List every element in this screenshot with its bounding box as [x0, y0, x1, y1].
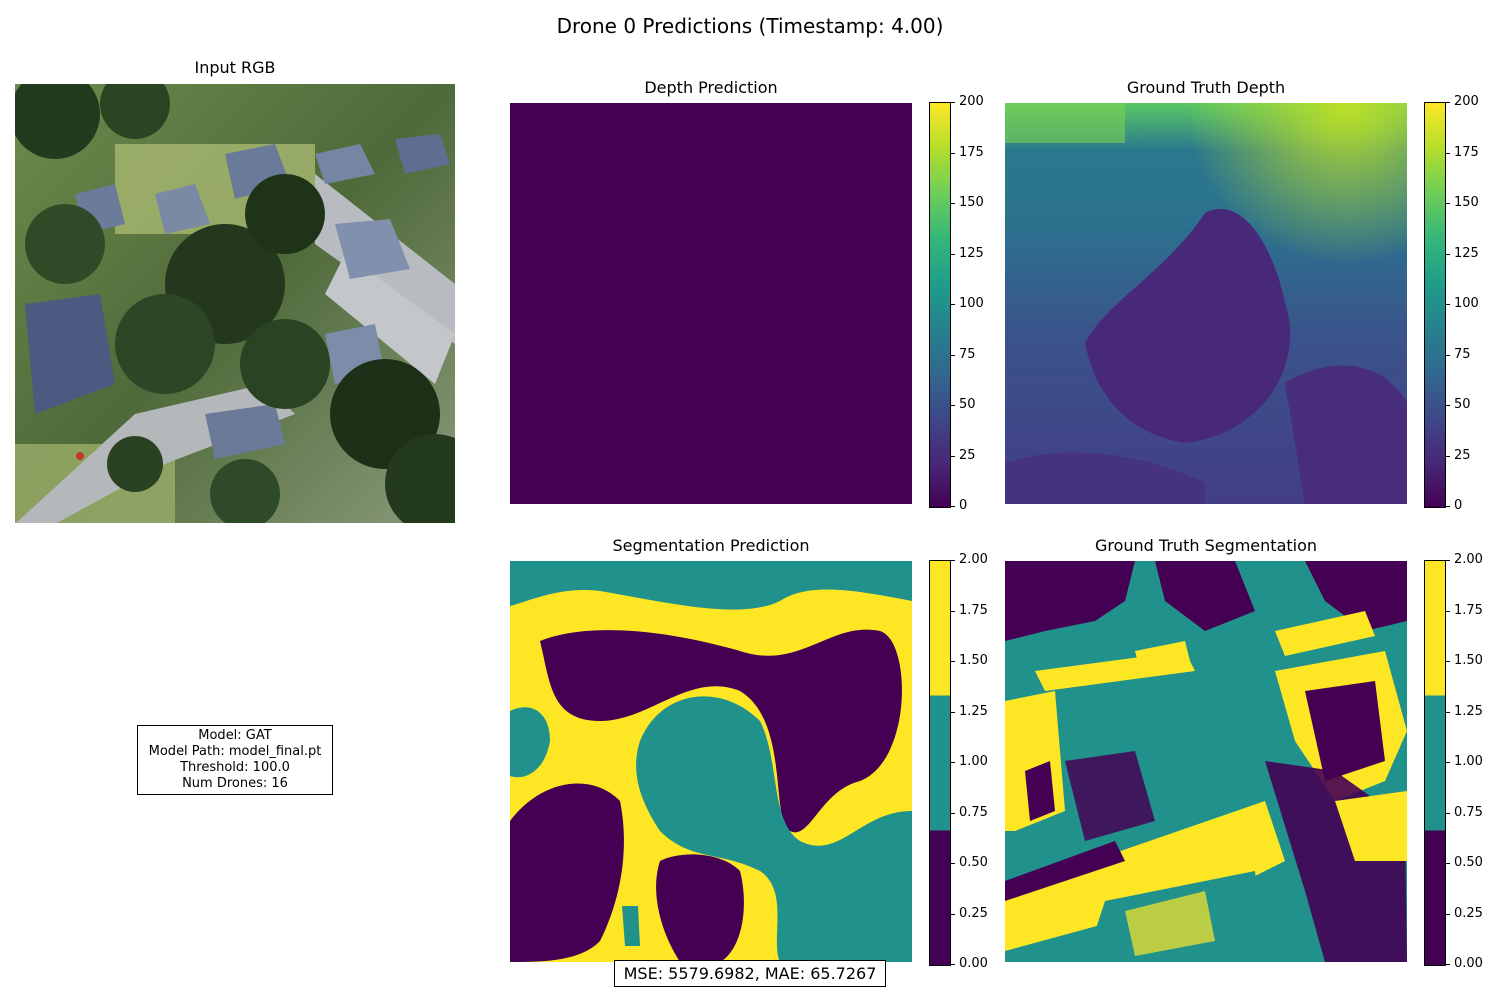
- model-info-box: Model: GAT Model Path: model_final.pt Th…: [137, 725, 333, 795]
- colorbar-tick-label: 1.00: [959, 754, 988, 769]
- colorbar-tick-mark: [1446, 661, 1450, 662]
- colorbar-tick-label: 0.75: [1454, 804, 1483, 820]
- colorbar-tick-mark: [951, 405, 955, 406]
- colorbar-tick-mark: [1446, 506, 1450, 507]
- gt-depth-colorbar: [1424, 102, 1446, 508]
- gt-seg-title: Ground Truth Segmentation: [1094, 536, 1318, 555]
- colorbar-tick-label: 0.25: [1454, 905, 1483, 921]
- colorbar-tick-mark: [951, 661, 955, 662]
- colorbar-tick-mark: [951, 203, 955, 204]
- colorbar-tick-label: 75: [1454, 346, 1471, 362]
- colorbar-tick-label: 0.25: [959, 905, 988, 921]
- colorbar-tick-mark: [1446, 304, 1450, 305]
- colorbar-tick-label: 2.00: [1454, 552, 1483, 567]
- colorbar-tick-label: 1.25: [1454, 703, 1483, 719]
- colorbar-tick-mark: [1446, 560, 1450, 561]
- colorbar-tick-label: 0.00: [1454, 956, 1483, 971]
- gt-depth-heatmap: [1005, 103, 1407, 504]
- colorbar-tick-label: 150: [959, 195, 984, 210]
- seg-pred-colorbar: [929, 560, 951, 966]
- colorbar-tick-label: 1.75: [1454, 602, 1483, 618]
- colorbar-tick-label: 150: [1454, 195, 1479, 210]
- colorbar-tick-mark: [951, 152, 955, 154]
- colorbar-tick-mark: [1446, 812, 1450, 814]
- colorbar-tick-label: 50: [1454, 397, 1471, 412]
- colorbar-tick-mark: [951, 455, 955, 457]
- colorbar-tick-mark: [951, 812, 955, 814]
- colorbar-tick-mark: [951, 506, 955, 507]
- colorbar-tick-label: 200: [1454, 94, 1479, 109]
- depth-pred-title: Depth Prediction: [644, 78, 778, 97]
- colorbar-tick-mark: [1446, 711, 1450, 713]
- colorbar-tick-label: 1.50: [959, 653, 988, 668]
- colorbar-tick-label: 125: [959, 245, 984, 261]
- colorbar-tick-mark: [951, 863, 955, 864]
- colorbar-tick-label: 200: [959, 94, 984, 109]
- figure-title: Drone 0 Predictions (Timestamp: 4.00): [556, 14, 944, 38]
- colorbar-tick-label: 175: [959, 144, 984, 160]
- colorbar-tick-label: 75: [959, 346, 976, 362]
- colorbar-tick-label: 0: [959, 498, 968, 513]
- seg-pred-heatmap: [510, 561, 912, 962]
- model-name: Model: GAT: [198, 728, 272, 743]
- colorbar-tick-mark: [951, 762, 955, 763]
- colorbar-tick-label: 2.00: [959, 552, 988, 567]
- colorbar-tick-mark: [951, 610, 955, 612]
- colorbar-tick-mark: [1446, 455, 1450, 457]
- colorbar-tick-mark: [951, 913, 955, 915]
- gt-seg-heatmap: [1005, 561, 1407, 962]
- seg-pred-title: Segmentation Prediction: [612, 536, 810, 555]
- input-rgb-image: [15, 84, 455, 523]
- colorbar-tick-mark: [951, 253, 955, 255]
- colorbar-tick-mark: [1446, 102, 1450, 103]
- colorbar-tick-mark: [951, 560, 955, 561]
- colorbar-tick-mark: [951, 102, 955, 103]
- colorbar-tick-label: 25: [959, 447, 976, 463]
- model-path: Model Path: model_final.pt: [148, 744, 322, 759]
- colorbar-tick-label: 0: [1454, 498, 1463, 513]
- depth-pred-colorbar: [929, 102, 951, 508]
- colorbar-tick-label: 100: [959, 296, 984, 311]
- colorbar-tick-mark: [1446, 762, 1450, 763]
- num-drones: Num Drones: 16: [182, 776, 288, 791]
- threshold-value: Threshold: 100.0: [180, 760, 290, 775]
- colorbar-tick-mark: [1446, 863, 1450, 864]
- input-rgb-title: Input RGB: [194, 58, 276, 77]
- colorbar-tick-label: 175: [1454, 144, 1479, 160]
- metrics-box: MSE: 5579.6982, MAE: 65.7267: [614, 960, 886, 987]
- colorbar-tick-mark: [1446, 610, 1450, 612]
- depth-pred-heatmap: [510, 103, 912, 504]
- gt-depth-title: Ground Truth Depth: [1126, 78, 1286, 97]
- gt-seg-colorbar: [1424, 560, 1446, 966]
- colorbar-tick-label: 1.75: [959, 602, 988, 618]
- colorbar-tick-mark: [1446, 913, 1450, 915]
- colorbar-tick-label: 25: [1454, 447, 1471, 463]
- colorbar-tick-mark: [951, 354, 955, 356]
- colorbar-tick-mark: [951, 304, 955, 305]
- colorbar-tick-label: 125: [1454, 245, 1479, 261]
- colorbar-tick-mark: [951, 964, 955, 965]
- colorbar-tick-mark: [1446, 152, 1450, 154]
- colorbar-tick-mark: [951, 711, 955, 713]
- colorbar-tick-label: 0.50: [1454, 855, 1483, 870]
- colorbar-tick-label: 0.75: [959, 804, 988, 820]
- colorbar-tick-label: 0.50: [959, 855, 988, 870]
- colorbar-tick-mark: [1446, 405, 1450, 406]
- colorbar-tick-label: 100: [1454, 296, 1479, 311]
- colorbar-tick-label: 0.00: [959, 956, 988, 971]
- colorbar-tick-label: 1.50: [1454, 653, 1483, 668]
- colorbar-tick-mark: [1446, 203, 1450, 204]
- colorbar-tick-mark: [1446, 354, 1450, 356]
- colorbar-tick-label: 1.00: [1454, 754, 1483, 769]
- colorbar-tick-mark: [1446, 964, 1450, 965]
- colorbar-tick-label: 1.25: [959, 703, 988, 719]
- colorbar-tick-label: 50: [959, 397, 976, 412]
- colorbar-tick-mark: [1446, 253, 1450, 255]
